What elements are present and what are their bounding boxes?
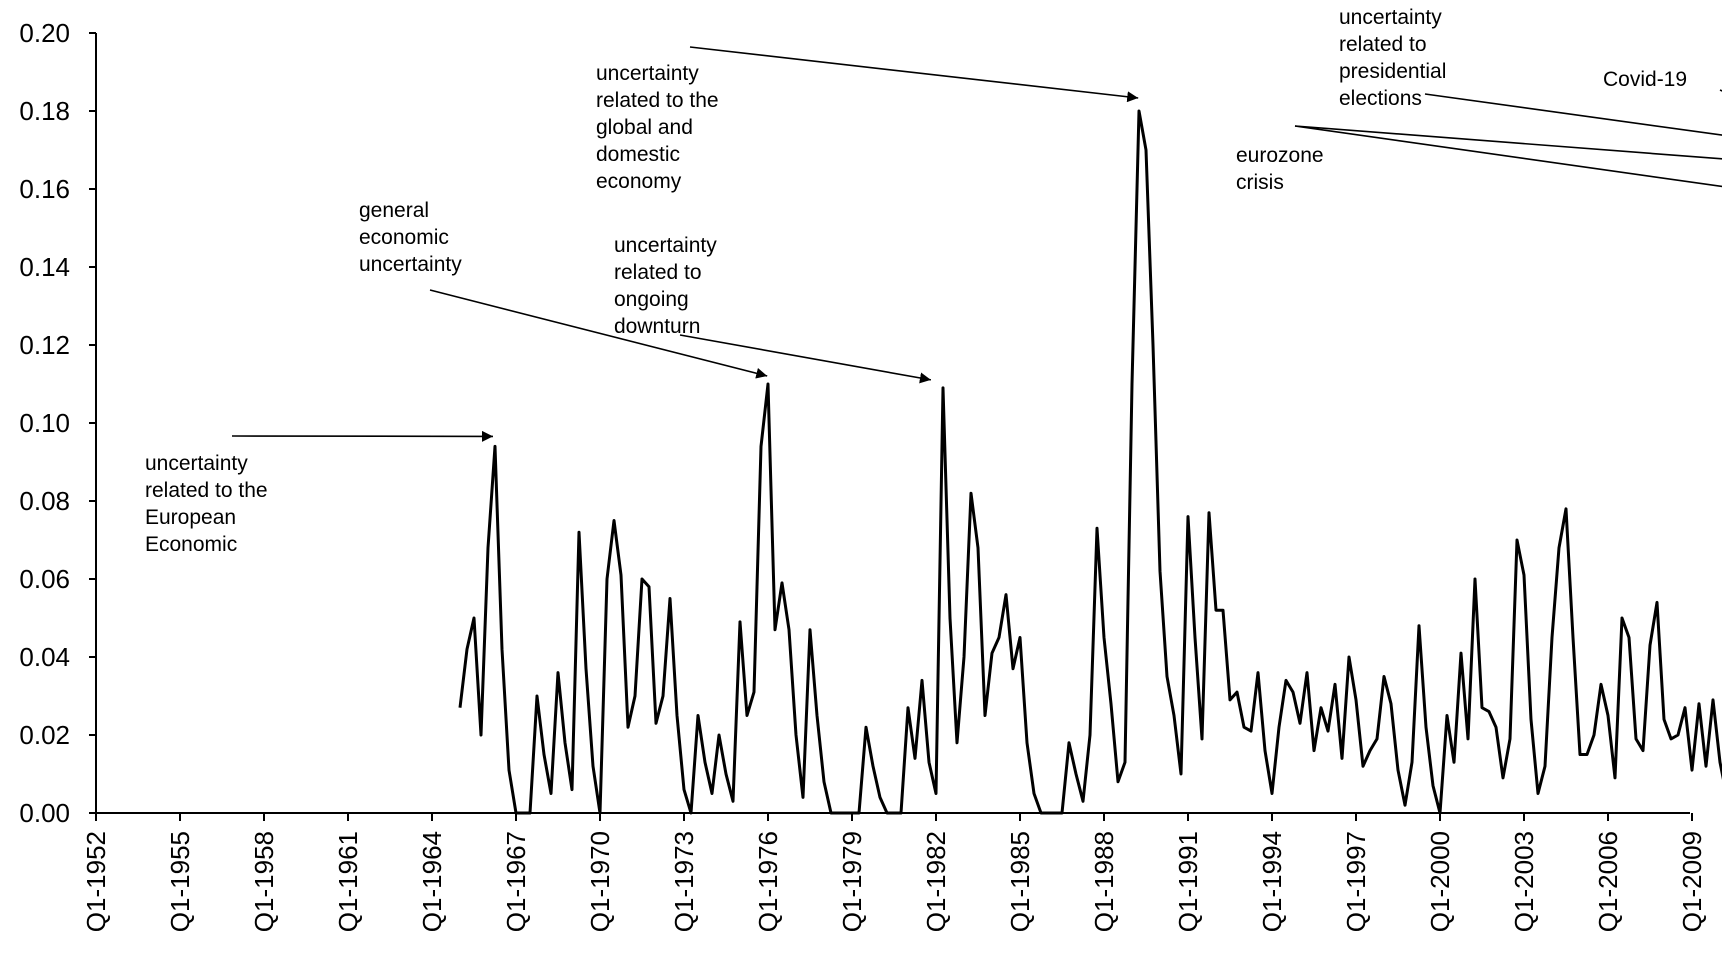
annotation-text: economy [596, 170, 682, 193]
x-tick-label: Q1-1964 [417, 831, 447, 932]
x-tick-label: Q1-1985 [1005, 831, 1035, 932]
annotation-text: European [145, 506, 236, 529]
annotation-text: related to the [145, 479, 268, 502]
annotation-arrow [429, 289, 768, 379]
annotation-text: related to [1339, 33, 1427, 56]
annotation-text: domestic [596, 143, 680, 166]
x-tick-label: Q1-1979 [837, 831, 867, 932]
x-tick-label: Q1-2003 [1509, 831, 1539, 932]
annotation: uncertainty related to ongoing downturn [614, 234, 932, 384]
y-axis: 0.00 0.02 0.04 0.06 0.08 0.10 0.12 0.14 0.16 0.18… [19, 18, 97, 828]
x-tick-label: Q1-1994 [1257, 831, 1287, 932]
annotation-text: uncertainty [614, 234, 717, 257]
y-tick-label: 0.20 [19, 18, 70, 48]
y-tick-label: 0.02 [19, 720, 70, 750]
annotation: uncertainty related to the global and domes… [596, 46, 1139, 193]
x-tick-label: Q1-1967 [501, 831, 531, 932]
x-tick-label: Q1-1982 [921, 831, 951, 932]
annotation: Covid-19 [1603, 68, 1722, 92]
annotation: eurozone crisis [1236, 125, 1722, 194]
annotation-text: uncertainty [145, 452, 248, 475]
annotation-text: Covid-19 [1603, 68, 1687, 91]
annotation-text: uncertainty [359, 253, 462, 276]
annotation-arrow [679, 334, 932, 384]
annotation-arrow [1294, 125, 1722, 188]
x-tick-label: Q1-1988 [1089, 831, 1119, 932]
annotation-text: eurozone [1236, 144, 1324, 167]
annotation: uncertainty related to presidential electio… [1339, 6, 1722, 136]
annotation-arrow [1424, 93, 1722, 136]
annotation-text: uncertainty [1339, 6, 1442, 29]
annotation-text: presidential [1339, 60, 1446, 83]
annotation-text: economic [359, 226, 449, 249]
annotation-text: ongoing [614, 288, 689, 311]
y-tick-label: 0.14 [19, 252, 70, 282]
annotations: uncertainty related to the European Economi… [145, 6, 1722, 556]
annotation-arrow [689, 46, 1139, 103]
y-tick-label: 0.04 [19, 642, 70, 672]
annotation-text: crisis [1236, 171, 1284, 194]
x-tick-label: Q1-1973 [669, 831, 699, 932]
x-tick-label: Q1-2009 [1677, 831, 1707, 932]
annotation: general economic uncertainty [359, 199, 768, 379]
x-tick-label: Q1-1952 [81, 831, 111, 932]
y-tick-label: 0.12 [19, 330, 70, 360]
annotation-arrow [1294, 125, 1722, 160]
x-tick-label: Q1-1970 [585, 831, 615, 932]
y-tick-label: 0.16 [19, 174, 70, 204]
x-tick-label: Q1-1958 [249, 831, 279, 932]
y-tick-label: 0.18 [19, 96, 70, 126]
y-tick-label: 0.06 [19, 564, 70, 594]
annotation-text: downturn [614, 315, 700, 338]
y-tick-label: 0.10 [19, 408, 70, 438]
x-axis: Q1-1952 Q1-1955 Q1-1958 Q1-1961 Q1-1964 Q1-19… [81, 812, 1707, 932]
annotation-text: elections [1339, 87, 1422, 110]
x-tick-label: Q1-1955 [165, 831, 195, 932]
annotation-text: Economic [145, 533, 237, 556]
annotation-text: uncertainty [596, 62, 699, 85]
x-tick-label: Q1-2006 [1593, 831, 1623, 932]
annotation-text: global and [596, 116, 693, 139]
series-line-group [458, 109, 1722, 815]
y-tick-label: 0.00 [19, 798, 70, 828]
x-tick-label: Q1-1976 [753, 831, 783, 932]
x-tick-label: Q1-2000 [1425, 831, 1455, 932]
annotation-text: related to [614, 261, 702, 284]
annotation: uncertainty related to the European Economi… [145, 430, 494, 556]
annotation-text: general [359, 199, 429, 222]
x-tick-label: Q1-1961 [333, 831, 363, 932]
annotation-text: related to the [596, 89, 719, 112]
x-tick-label: Q1-1997 [1341, 831, 1371, 932]
series-line [458, 109, 1722, 815]
y-tick-label: 0.08 [19, 486, 70, 516]
x-tick-label: Q1-1991 [1173, 831, 1203, 932]
